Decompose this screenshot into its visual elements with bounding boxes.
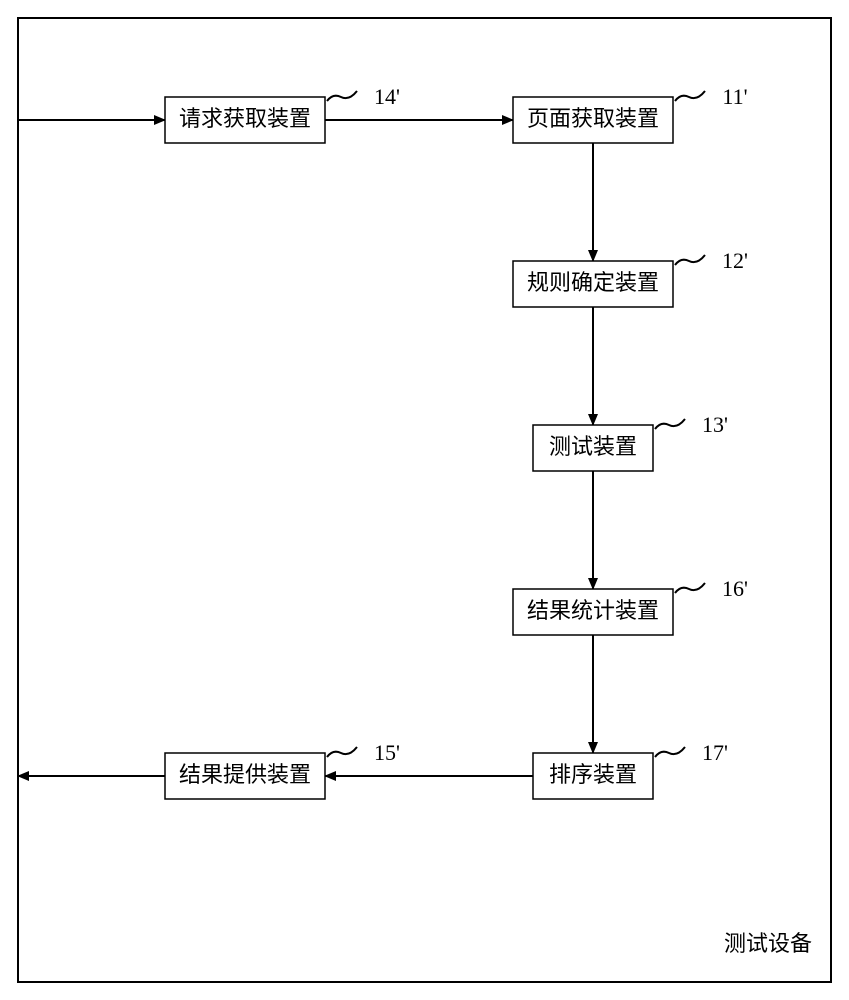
node-label: 规则确定装置 <box>527 270 659 295</box>
callout-label: 16' <box>722 576 748 601</box>
callout-squiggle <box>327 91 357 101</box>
node-label: 测试装置 <box>549 434 637 459</box>
node-n15: 结果提供装置 15' <box>165 740 400 799</box>
node-n11: 页面获取装置 11' <box>513 84 748 143</box>
node-label: 结果统计装置 <box>527 598 659 623</box>
callout-squiggle <box>327 747 357 757</box>
callout-label: 17' <box>702 740 728 765</box>
callout-label: 14' <box>374 84 400 109</box>
node-n17: 排序装置 17' <box>533 740 728 799</box>
outer-border <box>18 18 831 982</box>
callout-label: 13' <box>702 412 728 437</box>
node-label: 结果提供装置 <box>179 762 311 787</box>
callout-squiggle <box>675 91 705 101</box>
callout-squiggle <box>655 419 685 429</box>
callout-label: 12' <box>722 248 748 273</box>
node-n16: 结果统计装置 16' <box>513 576 748 635</box>
node-label: 页面获取装置 <box>527 106 659 131</box>
node-label: 请求获取装置 <box>179 106 311 131</box>
nodes-layer: 请求获取装置 14' 页面获取装置 11' 规则确定装置 12' 测试装置 13' 结果统计装置… <box>165 84 748 799</box>
callout-label: 15' <box>374 740 400 765</box>
callout-squiggle <box>675 583 705 593</box>
node-n14: 请求获取装置 14' <box>165 84 400 143</box>
node-n12: 规则确定装置 12' <box>513 248 748 307</box>
node-n13: 测试装置 13' <box>533 412 728 471</box>
footer-label: 测试设备 <box>724 931 812 956</box>
callout-squiggle <box>655 747 685 757</box>
diagram-canvas: 请求获取装置 14' 页面获取装置 11' 规则确定装置 12' 测试装置 13' 结果统计装置… <box>0 0 849 1000</box>
callout-squiggle <box>675 255 705 265</box>
node-label: 排序装置 <box>549 762 637 787</box>
edges-layer <box>18 120 593 776</box>
callout-label: 11' <box>722 84 747 109</box>
